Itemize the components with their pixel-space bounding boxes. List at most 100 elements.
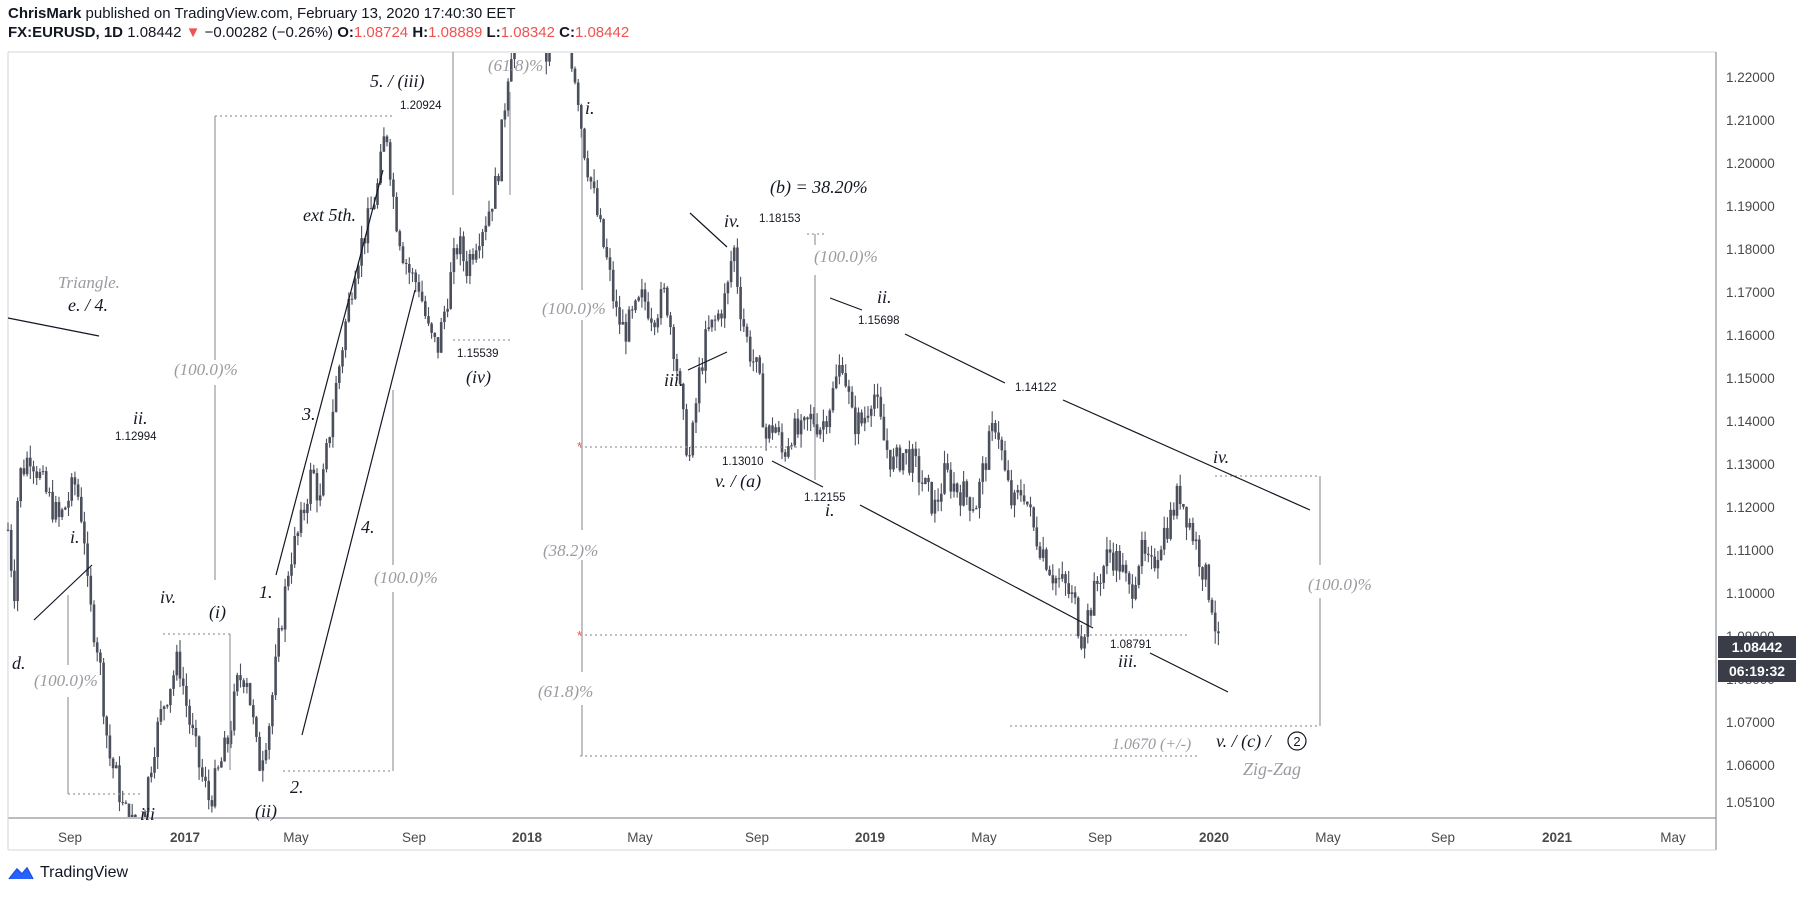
candle-body bbox=[1150, 555, 1153, 557]
wave-label: v. / (c) / bbox=[1216, 731, 1273, 752]
candle-body bbox=[302, 509, 306, 514]
candle-body bbox=[86, 543, 89, 576]
candle-body bbox=[596, 188, 599, 216]
candle-body bbox=[162, 706, 166, 709]
candle-body bbox=[471, 254, 475, 260]
y-tick-label: 1.12000 bbox=[1726, 500, 1775, 515]
candle-body bbox=[242, 680, 245, 687]
candle-body bbox=[111, 758, 115, 769]
candle-body bbox=[51, 492, 54, 520]
candle-body bbox=[1159, 549, 1163, 560]
wave-label: 1. bbox=[259, 582, 273, 602]
candle-body bbox=[936, 499, 940, 502]
candle-body bbox=[901, 453, 905, 471]
candle-body bbox=[917, 456, 921, 483]
candle-body bbox=[1016, 490, 1019, 493]
fib-percent: (100.0)% bbox=[542, 299, 606, 318]
candle-body bbox=[385, 136, 389, 143]
candle-body bbox=[322, 469, 325, 496]
candle-body bbox=[904, 449, 908, 454]
price-axis[interactable]: 1.22000 1.21000 1.20000 1.19000 1.18000 … bbox=[1726, 70, 1775, 810]
candle-body bbox=[838, 365, 841, 377]
wave-label: iii bbox=[140, 804, 155, 824]
candle-body bbox=[583, 128, 586, 159]
candle-body bbox=[952, 483, 956, 492]
candle-body bbox=[634, 300, 637, 311]
candle-body bbox=[653, 322, 656, 328]
candle-body bbox=[1156, 560, 1160, 569]
fib-percent: (38.2)% bbox=[543, 541, 598, 560]
candle-body bbox=[803, 417, 806, 421]
candle-body bbox=[860, 412, 863, 424]
candle-body bbox=[392, 179, 395, 197]
candle-body bbox=[790, 445, 793, 447]
footer-brand[interactable]: TradingView bbox=[8, 864, 128, 882]
candle-body bbox=[500, 119, 503, 182]
candle-body bbox=[484, 225, 488, 232]
time-axis[interactable]: Sep 2017 May Sep 2018 May Sep 2019 May S… bbox=[58, 830, 1686, 845]
candle-body bbox=[462, 236, 465, 262]
candle-body bbox=[1041, 549, 1045, 558]
y-tick-label: 1.11000 bbox=[1726, 543, 1774, 558]
candle-body bbox=[379, 151, 382, 184]
candle-body bbox=[1067, 583, 1070, 594]
last-price: 1.08442 bbox=[127, 24, 182, 41]
candle-body bbox=[981, 463, 984, 482]
candle-body bbox=[710, 319, 714, 328]
candle-body bbox=[758, 357, 761, 374]
candle-body bbox=[1115, 551, 1118, 571]
candle-body bbox=[89, 575, 93, 605]
candle-body bbox=[768, 425, 771, 439]
price-label: 1.13010 bbox=[722, 456, 764, 468]
candle-body bbox=[962, 481, 965, 506]
candle-body bbox=[621, 322, 625, 325]
candle-body bbox=[411, 272, 414, 274]
candle-body bbox=[618, 307, 621, 325]
candle-body bbox=[1032, 507, 1035, 528]
candle-body bbox=[213, 768, 217, 807]
candle-body bbox=[611, 269, 615, 302]
candle-body bbox=[420, 291, 424, 302]
x-tick-label: May bbox=[283, 830, 309, 845]
wave-label: ii. bbox=[877, 287, 892, 307]
candle-body bbox=[32, 466, 35, 472]
candle-body bbox=[1140, 540, 1144, 567]
price-label: 1.14122 bbox=[1015, 382, 1057, 394]
candle-body bbox=[1045, 549, 1048, 570]
candle-body bbox=[854, 407, 857, 435]
author-name[interactable]: ChrisMark bbox=[8, 5, 82, 22]
candle-body bbox=[1006, 470, 1010, 481]
candle-body bbox=[717, 313, 720, 320]
candle-body bbox=[459, 236, 462, 255]
candle-body bbox=[41, 471, 45, 473]
wave-label: 2. bbox=[290, 777, 304, 797]
candle-body bbox=[1048, 569, 1051, 576]
countdown-badge-text: 06:19:32 bbox=[1729, 663, 1785, 679]
candle-body bbox=[341, 350, 344, 367]
candle-body bbox=[672, 327, 675, 359]
wave-label: i. bbox=[825, 500, 835, 520]
price-label: 1.08791 bbox=[1110, 639, 1152, 651]
trend-line bbox=[1149, 652, 1229, 693]
candle-body bbox=[771, 425, 774, 433]
candle-body bbox=[608, 257, 612, 270]
trend-line bbox=[904, 333, 1006, 384]
y-tick-label: 1.06000 bbox=[1726, 758, 1775, 773]
candle-body bbox=[143, 811, 147, 817]
candle-body bbox=[1083, 636, 1086, 649]
candle-body bbox=[487, 211, 491, 226]
candle-body bbox=[245, 683, 249, 687]
x-tick-label: 2021 bbox=[1542, 830, 1573, 845]
candle-body bbox=[1134, 585, 1137, 599]
candle-body bbox=[433, 332, 437, 337]
candle-body bbox=[35, 471, 38, 478]
candle-body bbox=[1194, 539, 1198, 542]
chart-header: ChrisMark published on TradingView.com, … bbox=[8, 4, 629, 42]
candle-body bbox=[812, 413, 816, 425]
candle-body bbox=[889, 449, 892, 470]
open-value: 1.08724 bbox=[353, 24, 409, 41]
candle-body bbox=[637, 297, 640, 301]
candle-body bbox=[924, 477, 927, 484]
candle-body bbox=[643, 289, 647, 302]
